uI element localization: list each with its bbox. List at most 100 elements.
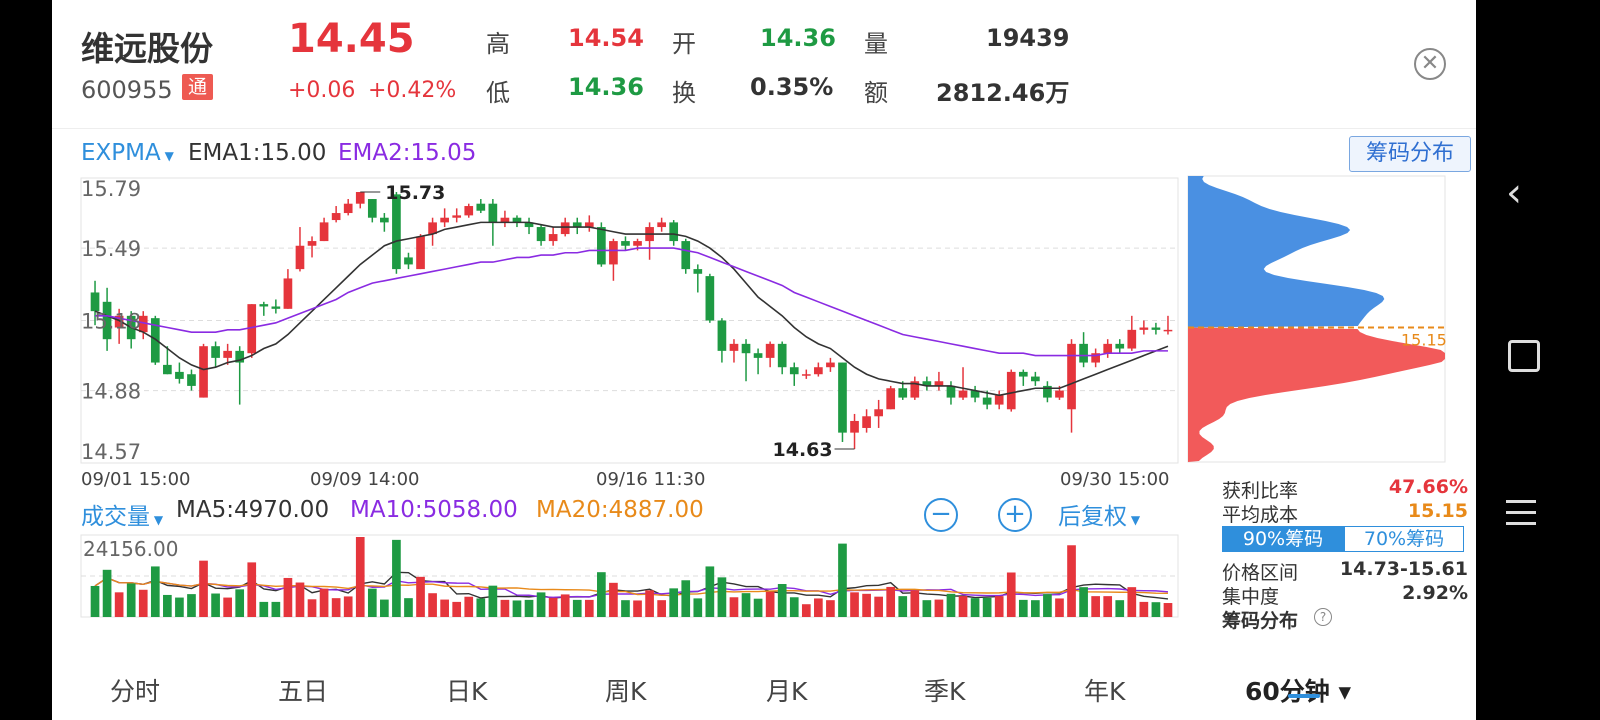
candle-body — [681, 241, 691, 270]
tab-90-chip[interactable]: 90%筹码 — [1222, 526, 1344, 552]
volume-bar — [416, 576, 425, 617]
tab-0[interactable]: 分时 — [110, 677, 161, 706]
candle-body — [814, 367, 823, 375]
volume-bar — [717, 577, 727, 617]
volume-bar — [741, 593, 751, 617]
candle-body — [1115, 343, 1125, 349]
volume-bar — [1055, 598, 1064, 617]
volume-bar — [175, 597, 184, 617]
candle-body — [633, 241, 642, 246]
candle-body — [777, 343, 787, 368]
candle-body — [898, 388, 908, 398]
tab-70-chip[interactable]: 70%筹码 — [1344, 526, 1464, 552]
volume-bar — [524, 599, 534, 617]
ma5-line — [94, 571, 1169, 600]
ma20-value: MA20:4887.00 — [536, 497, 704, 523]
candle-body — [1031, 376, 1040, 382]
back-icon[interactable]: ‹ — [1506, 170, 1522, 216]
volume-bar — [464, 596, 474, 617]
volume-bar — [657, 600, 666, 617]
candle-body — [211, 346, 220, 358]
tab-7[interactable]: 60分钟 ▾ — [1245, 677, 1352, 706]
volume-bar — [1103, 596, 1113, 617]
chip-stats: 获利比率 47.66% 平均成本 15.15 90%筹码 70%筹码 价格区间 … — [1222, 476, 1468, 632]
candle-body — [476, 203, 486, 211]
volume-bar — [765, 591, 775, 617]
volume-bar — [862, 593, 871, 617]
volume-bar — [138, 589, 148, 617]
volume-bar — [126, 583, 136, 617]
amount-value: 2812.46万 — [936, 79, 1070, 107]
close-icon[interactable]: ✕ — [1414, 48, 1446, 80]
volume-bar — [982, 597, 992, 617]
volume-bar — [922, 600, 932, 617]
candle-body — [548, 234, 558, 242]
open-label: 开 — [672, 30, 696, 58]
chip-distribution-button[interactable]: 筹码分布 — [1349, 136, 1471, 172]
candle-body — [1151, 327, 1161, 330]
volume-bar — [789, 597, 799, 617]
volume-selector[interactable]: 成交量 ▼ — [81, 497, 163, 531]
volume-bar — [488, 585, 498, 617]
avg-cost-chart-label: 15.15 — [1401, 331, 1447, 350]
volume-bar — [1079, 587, 1088, 617]
volume-max-label: 24156.00 — [83, 537, 178, 561]
menu-icon[interactable] — [1506, 500, 1536, 525]
volume-bar — [994, 596, 1004, 617]
price-tick-label: 15.18 — [81, 310, 141, 334]
candle-body — [343, 203, 353, 214]
volume-bar — [90, 585, 100, 617]
volume-bar — [102, 569, 112, 617]
adjust-selector[interactable]: 后复权 ▼ — [1058, 497, 1140, 531]
candle-body — [404, 257, 413, 265]
volume-bar — [886, 586, 896, 617]
candle-body — [657, 222, 666, 228]
candle-body — [753, 353, 763, 358]
volume-bar — [934, 599, 944, 617]
candle-body — [247, 304, 257, 354]
candle-body — [789, 367, 799, 375]
tab-2[interactable]: 日K — [446, 677, 488, 706]
volume-bar — [597, 572, 606, 617]
volume-bar — [1091, 596, 1100, 617]
candle-body — [705, 276, 715, 321]
candle-body — [560, 222, 570, 235]
candle-body — [850, 420, 859, 433]
tab-5[interactable]: 季K — [924, 677, 966, 706]
tab-4[interactable]: 月K — [766, 677, 808, 706]
tab-3[interactable]: 周K — [605, 677, 647, 706]
volume-bar — [814, 598, 823, 617]
volume-bar — [693, 598, 703, 617]
candle-body — [259, 304, 269, 307]
avg-cost-value: 15.15 — [1407, 500, 1468, 522]
zoom-in-icon[interactable]: + — [998, 498, 1032, 532]
tab-1[interactable]: 五日 — [278, 677, 329, 706]
candle-body — [922, 381, 932, 386]
candle-body — [597, 227, 606, 265]
volume-bar — [163, 594, 172, 617]
volume-bar — [223, 597, 232, 617]
candle-body — [114, 315, 124, 328]
zoom-out-icon[interactable]: − — [924, 498, 958, 532]
volume-bar — [392, 539, 401, 617]
volume-bar — [705, 566, 715, 617]
candle-body — [271, 306, 281, 309]
ema2-value: EMA2:15.05 — [338, 140, 477, 166]
candle-body — [572, 222, 582, 228]
volume-bar — [946, 593, 956, 617]
tab-6[interactable]: 年K — [1084, 677, 1126, 706]
candle-body — [464, 206, 474, 216]
volume-bar — [199, 560, 208, 617]
kline-chart[interactable]: 15.79 15.49 15.18 14.88 14.57 09/01 15:00 09/0… — [52, 0, 1476, 720]
high-label: 高 — [486, 30, 510, 58]
recents-icon[interactable] — [1508, 340, 1540, 372]
volume-bar — [452, 601, 462, 617]
price-tick-label: 15.49 — [81, 237, 141, 261]
volume-bar — [440, 599, 449, 617]
volume-bar — [247, 562, 257, 617]
max-price-label: 15.73 — [385, 182, 445, 204]
volume-bar — [259, 601, 269, 617]
question-circle-icon[interactable]: ? — [1314, 608, 1332, 626]
candle-body — [488, 203, 498, 223]
expma-selector[interactable]: EXPMA ▼ — [81, 140, 174, 166]
